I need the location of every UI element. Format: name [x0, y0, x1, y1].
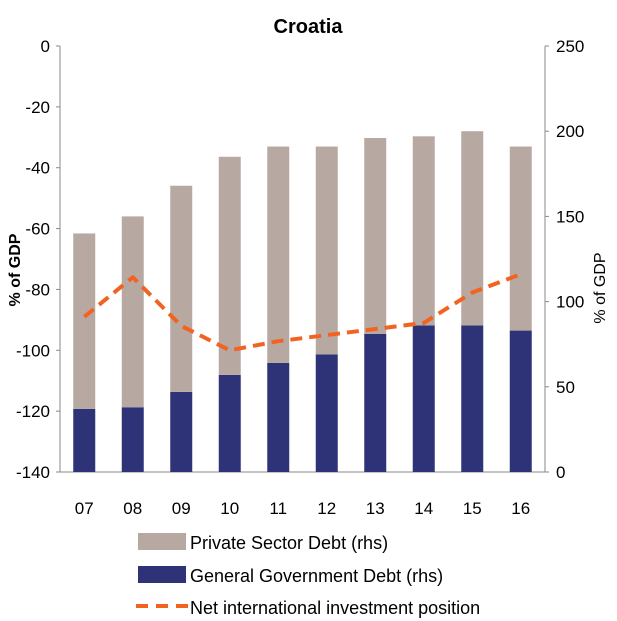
- bar-general-government-debt: [315, 354, 338, 472]
- chart-title: Croatia: [274, 16, 344, 38]
- bar-general-government-debt: [509, 330, 532, 472]
- x-tick-label: 09: [172, 499, 191, 518]
- bar-general-government-debt: [121, 407, 144, 472]
- x-tick-label: 14: [414, 499, 433, 518]
- x-tick-label: 10: [220, 499, 239, 518]
- nip-line: [83, 272, 522, 353]
- left-tick-label: -100: [16, 341, 50, 360]
- x-tick-label: 12: [317, 499, 336, 518]
- bar-private-sector-debt: [121, 216, 144, 408]
- bars: [73, 131, 532, 472]
- legend-label: General Government Debt (rhs): [190, 566, 443, 586]
- right-tick-label: 200: [556, 122, 584, 141]
- bar-general-government-debt: [73, 408, 96, 472]
- left-tick-label: -40: [25, 159, 50, 178]
- y-axis-right-label: % of GDP: [592, 252, 609, 323]
- bar-general-government-debt: [364, 333, 387, 472]
- y-axis-left-label: % of GDP: [7, 233, 24, 306]
- legend-swatch: [138, 566, 186, 583]
- x-tick-label: 15: [463, 499, 482, 518]
- x-tick-label: 13: [366, 499, 385, 518]
- legend-swatch: [138, 533, 186, 550]
- x-tick-label: 11: [269, 499, 287, 518]
- left-tick-label: -80: [25, 280, 50, 299]
- bar-private-sector-debt: [73, 233, 96, 409]
- legend: Private Sector Debt (rhs) General Governm…: [136, 533, 480, 618]
- left-tick-label: 0: [41, 37, 50, 56]
- x-tick-label: 16: [511, 499, 530, 518]
- nip-series-line: [83, 272, 522, 353]
- left-tick-label: -60: [25, 220, 50, 239]
- left-tick-label: -20: [25, 98, 50, 117]
- bar-private-sector-debt: [170, 185, 193, 392]
- bar-general-government-debt: [412, 325, 435, 472]
- right-tick-label: 0: [556, 463, 565, 482]
- right-tick-label: 250: [556, 37, 584, 56]
- bar-general-government-debt: [170, 391, 193, 472]
- right-tick-label: 50: [556, 378, 575, 397]
- bar-private-sector-debt: [315, 146, 338, 355]
- x-tick-label: 07: [75, 499, 94, 518]
- bar-private-sector-debt: [364, 138, 387, 334]
- bar-general-government-debt: [218, 374, 241, 472]
- legend-label: Net international investment position: [190, 598, 480, 618]
- bar-private-sector-debt: [461, 131, 484, 326]
- bar-private-sector-debt: [218, 156, 241, 375]
- bar-general-government-debt: [267, 362, 290, 472]
- left-tick-label: -140: [16, 463, 50, 482]
- bar-private-sector-debt: [267, 146, 290, 363]
- bar-private-sector-debt: [412, 136, 435, 326]
- bar-general-government-debt: [461, 325, 484, 472]
- legend-label: Private Sector Debt (rhs): [190, 533, 388, 553]
- left-axis-ticks: 0 -20 -40 -60 -80 -100 -120 -140: [16, 37, 60, 482]
- right-axis-ticks: 250 200 150 100 50 0: [545, 37, 584, 482]
- right-tick-label: 150: [556, 207, 584, 226]
- bar-private-sector-debt: [509, 146, 532, 331]
- right-tick-label: 100: [556, 293, 584, 312]
- left-tick-label: -120: [16, 402, 50, 421]
- x-tick-label: 08: [123, 499, 142, 518]
- x-axis-ticks: 07 08 09 10 11 12 13 14 15 16: [75, 499, 530, 518]
